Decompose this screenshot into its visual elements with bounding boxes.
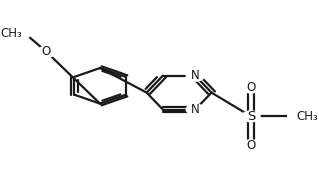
Text: CH₃: CH₃ — [297, 110, 318, 123]
Circle shape — [242, 140, 260, 151]
Circle shape — [37, 46, 56, 57]
Text: N: N — [191, 69, 200, 82]
Text: O: O — [246, 139, 256, 152]
Text: O: O — [42, 45, 51, 58]
Text: CH₃: CH₃ — [0, 27, 22, 40]
Circle shape — [13, 28, 31, 39]
Circle shape — [186, 104, 204, 115]
Text: S: S — [247, 110, 255, 123]
Circle shape — [186, 70, 204, 81]
Text: N: N — [191, 103, 200, 116]
Circle shape — [242, 82, 260, 93]
Text: O: O — [246, 81, 256, 94]
Circle shape — [242, 111, 260, 122]
Circle shape — [288, 111, 306, 122]
